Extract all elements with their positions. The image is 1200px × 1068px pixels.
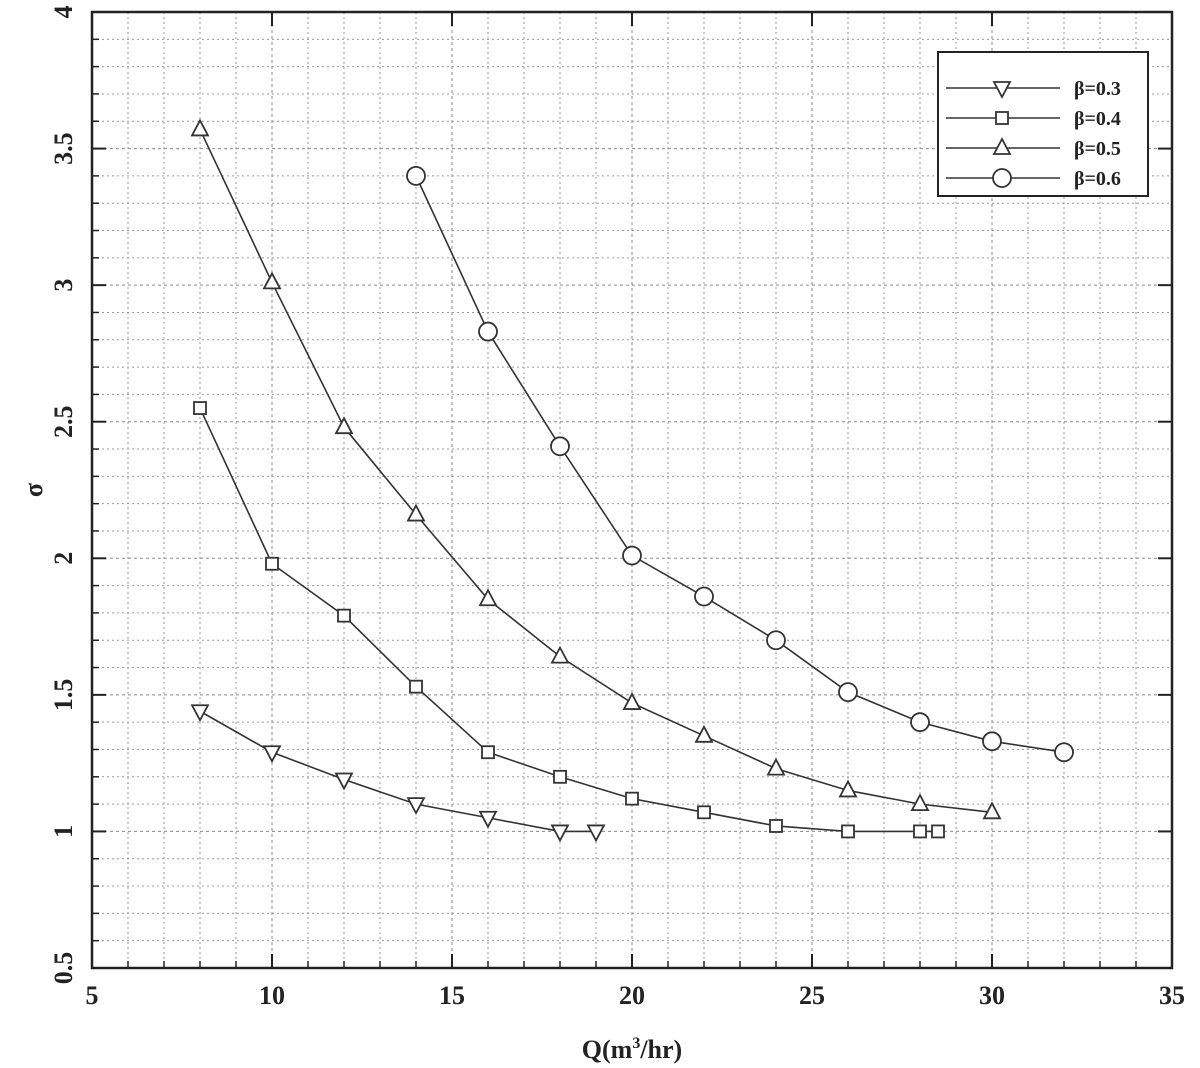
data-point	[982, 801, 1002, 820]
data-point	[481, 745, 495, 760]
y-tick-label: 0.5	[49, 952, 78, 985]
series-3	[190, 118, 1002, 820]
data-point	[982, 731, 1002, 752]
x-tick-label: 20	[619, 981, 645, 1010]
data-point	[913, 824, 927, 839]
x-tick-label: 10	[259, 981, 285, 1010]
x-axis-title-main: Q(m	[582, 1035, 633, 1064]
data-point	[550, 824, 570, 843]
data-point	[406, 165, 426, 186]
data-point	[694, 586, 714, 607]
data-point	[625, 791, 639, 806]
data-point	[406, 797, 426, 816]
data-point	[334, 416, 354, 435]
series-line	[199, 407, 938, 833]
data-point	[550, 645, 570, 664]
legend-item: β=0.4	[946, 108, 1121, 130]
legend-label: β=0.5	[1074, 138, 1121, 160]
x-tick-label: 30	[979, 981, 1005, 1010]
data-point	[769, 819, 783, 833]
data-point	[478, 810, 498, 829]
data-point	[478, 321, 498, 342]
legend-label: β=0.3	[1074, 78, 1121, 100]
data-point	[910, 793, 930, 812]
legend-item: β=0.6	[946, 168, 1121, 190]
x-tick-label: 5	[86, 981, 99, 1010]
legend-marker	[995, 111, 1009, 125]
data-point	[622, 692, 642, 710]
series-line	[199, 710, 596, 833]
series-2	[193, 401, 945, 839]
data-point	[262, 745, 282, 764]
x-axis-title-tail: /hr)	[639, 1035, 682, 1064]
data-point	[1054, 742, 1074, 763]
series-line	[415, 175, 1065, 754]
data-point	[193, 401, 207, 415]
data-point	[694, 724, 714, 743]
legend-marker	[992, 168, 1012, 188]
axis-ticks: 5 10 15 20 25 30 35 0.5 1 1.5 2 2.5 3 3.5 4	[49, 6, 1185, 1011]
y-tick-label: 1	[49, 825, 78, 838]
legend-label: β=0.6	[1074, 168, 1121, 190]
data-point	[697, 805, 711, 820]
data-point	[586, 824, 606, 843]
data-point	[838, 779, 858, 798]
data-point	[910, 712, 930, 733]
data-point	[265, 556, 279, 571]
data-point	[550, 436, 570, 457]
data-point	[553, 769, 567, 784]
y-tick-label: 2.5	[49, 405, 78, 438]
y-tick-label: 2	[49, 552, 78, 565]
data-point	[262, 271, 282, 290]
x-axis-title-superscript: 3	[632, 1035, 640, 1052]
y-tick-label: 3.5	[49, 132, 78, 165]
data-point	[841, 824, 855, 839]
y-tick-label: 4	[49, 6, 78, 19]
legend-marker	[992, 137, 1012, 155]
legend-item: β=0.3	[946, 78, 1121, 100]
legend-marker	[992, 81, 1012, 99]
legend: β=0.3 β=0.4 β=0.5 β=0.6	[937, 51, 1149, 197]
series-line	[199, 129, 993, 814]
data-point	[406, 503, 426, 522]
data-point	[409, 679, 423, 694]
data-point	[190, 704, 210, 723]
x-tick-label: 25	[799, 981, 825, 1010]
legend-box	[937, 51, 1149, 197]
data-point	[931, 824, 945, 839]
series-1	[190, 704, 606, 843]
legend-label: β=0.4	[1074, 108, 1121, 130]
x-tick-label: 15	[439, 981, 465, 1010]
legend-item: β=0.5	[946, 137, 1121, 160]
data-point	[337, 608, 351, 623]
data-point	[478, 588, 498, 607]
series-layer	[190, 118, 1074, 843]
data-point	[334, 772, 354, 791]
data-point	[190, 118, 210, 137]
x-axis-title: Q(m3/hr)	[582, 1035, 682, 1064]
y-axis-title: σ	[19, 483, 48, 497]
data-point	[622, 545, 642, 566]
series-4	[406, 165, 1074, 763]
y-tick-label: 1.5	[49, 679, 78, 712]
data-point	[766, 630, 786, 651]
y-tick-label: 3	[49, 279, 78, 292]
x-tick-label: 35	[1159, 981, 1185, 1010]
data-point	[838, 682, 858, 703]
data-point	[766, 757, 786, 776]
